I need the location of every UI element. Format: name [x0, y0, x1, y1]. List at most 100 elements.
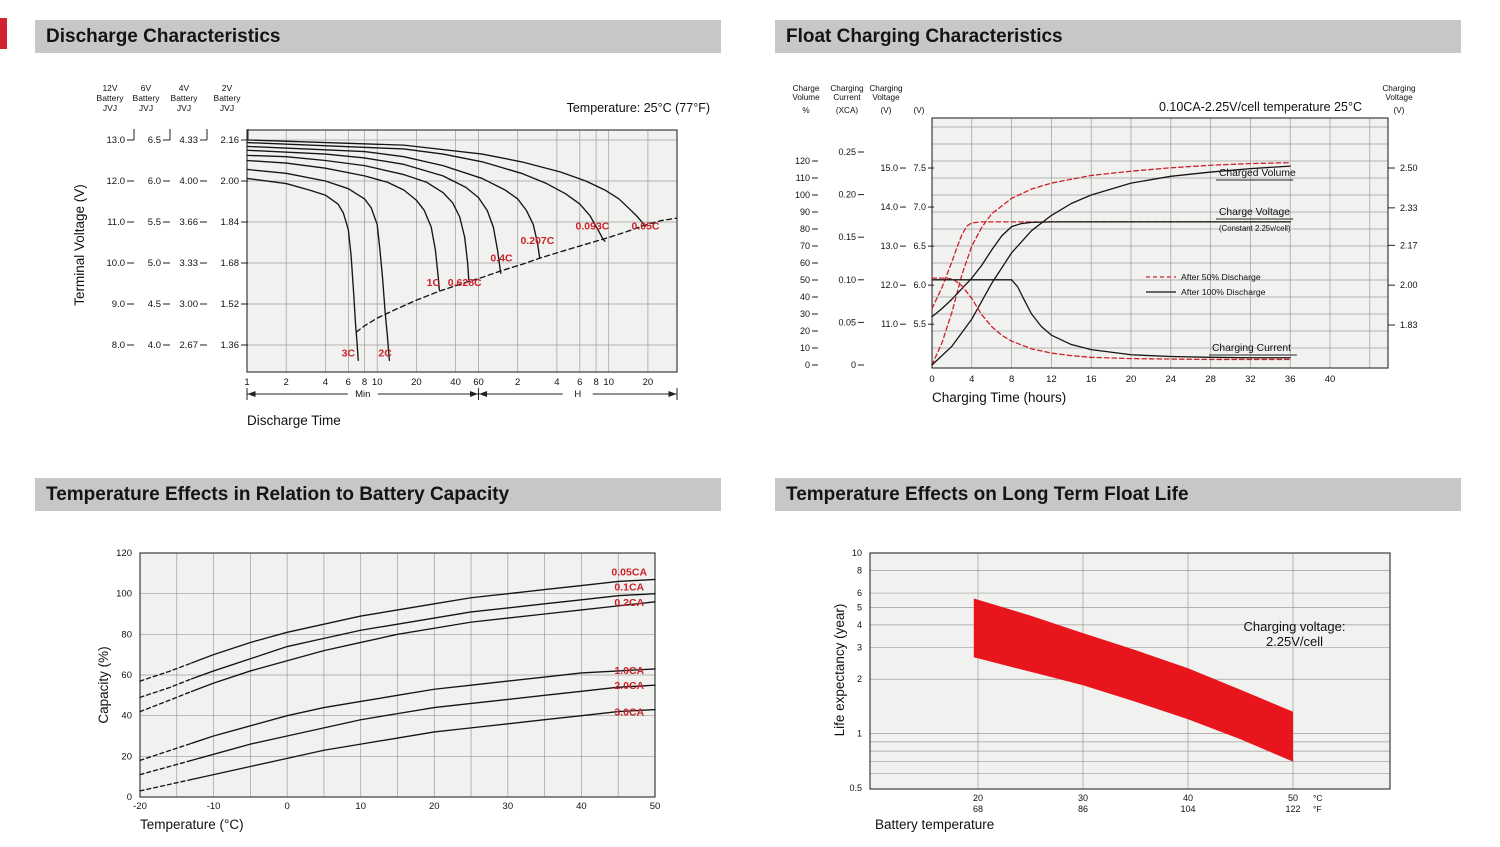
y-axis-title-terminal-voltage: Terminal Voltage (V): [72, 184, 87, 306]
svg-text:6: 6: [346, 377, 351, 388]
svg-text:2.00: 2.00: [221, 176, 240, 187]
svg-text:4: 4: [554, 377, 559, 388]
svg-text:15.0: 15.0: [880, 163, 898, 173]
svg-text:Voltage: Voltage: [1385, 93, 1413, 102]
svg-text:0.628C: 0.628C: [448, 277, 482, 289]
svg-text:50: 50: [1288, 793, 1298, 803]
svg-text:10.0: 10.0: [107, 258, 126, 269]
svg-text:-10: -10: [207, 801, 221, 812]
svg-text:Battery: Battery: [97, 93, 125, 103]
svg-text:(XCA): (XCA): [836, 106, 859, 115]
svg-text:4V: 4V: [179, 83, 190, 93]
svg-text:6.0: 6.0: [148, 176, 161, 187]
svg-text:60: 60: [800, 258, 810, 268]
svg-text:120: 120: [795, 156, 810, 166]
svg-text:100: 100: [795, 190, 810, 200]
svg-text:2.16: 2.16: [221, 135, 240, 146]
svg-text:7.0: 7.0: [913, 202, 926, 212]
svg-text:7.5: 7.5: [913, 163, 926, 173]
svg-text:(V): (V): [881, 106, 892, 115]
svg-text:Voltage: Voltage: [872, 93, 900, 102]
svg-text:32: 32: [1245, 374, 1256, 385]
annotation-charging-voltage-line1: Charging voltage:: [1243, 619, 1346, 634]
svg-text:10: 10: [603, 377, 614, 388]
svg-text:120: 120: [116, 548, 132, 559]
svg-text:70: 70: [800, 241, 810, 251]
svg-text:20: 20: [429, 801, 440, 812]
svg-text:0: 0: [929, 374, 934, 385]
svg-text:30: 30: [1078, 793, 1088, 803]
svg-text:2V: 2V: [222, 83, 233, 93]
svg-text:80: 80: [800, 224, 810, 234]
svg-text:JVJ: JVJ: [220, 103, 234, 113]
svg-text:JVJ: JVJ: [139, 103, 153, 113]
svg-text:24: 24: [1166, 374, 1177, 385]
svg-text:60: 60: [473, 377, 484, 388]
svg-text:Charging: Charging: [869, 84, 903, 93]
svg-text:100: 100: [116, 589, 132, 600]
svg-text:50: 50: [800, 275, 810, 285]
svg-text:0.4C: 0.4C: [490, 253, 513, 265]
section-title-discharge: Discharge Characteristics: [35, 20, 721, 53]
svg-text:1.84: 1.84: [221, 217, 240, 228]
svg-text:6: 6: [857, 588, 862, 598]
svg-text:0: 0: [805, 360, 810, 370]
svg-text:0.05: 0.05: [838, 317, 856, 327]
svg-text:0: 0: [127, 792, 132, 803]
svg-text:20: 20: [800, 326, 810, 336]
svg-text:6: 6: [577, 377, 582, 388]
svg-text:2.0CA: 2.0CA: [614, 680, 644, 692]
x-axis-title-battery-temperature: Battery temperature: [875, 817, 995, 832]
svg-text:0.05CA: 0.05CA: [611, 566, 647, 578]
svg-text:30: 30: [503, 801, 514, 812]
svg-text:%: %: [802, 106, 809, 115]
svg-text:1.52: 1.52: [221, 299, 240, 310]
svg-text:40: 40: [1325, 374, 1336, 385]
svg-text:20: 20: [643, 377, 654, 388]
svg-text:2.50: 2.50: [1400, 163, 1418, 173]
y-axis-title-capacity: Capacity (%): [96, 646, 111, 724]
svg-text:After 50% Discharge: After 50% Discharge: [1181, 272, 1261, 282]
svg-text:5: 5: [857, 602, 862, 612]
svg-text:2.17: 2.17: [1400, 240, 1418, 250]
svg-text:16: 16: [1086, 374, 1097, 385]
svg-text:(V): (V): [914, 106, 925, 115]
svg-text:4.33: 4.33: [180, 135, 199, 146]
svg-text:110: 110: [796, 173, 810, 183]
svg-text:3.0CA: 3.0CA: [614, 707, 644, 719]
svg-text:40: 40: [800, 292, 810, 302]
svg-text:68: 68: [973, 804, 983, 814]
svg-text:12: 12: [1046, 374, 1057, 385]
svg-text:H: H: [574, 389, 581, 400]
svg-text:40: 40: [450, 377, 461, 388]
svg-text:14.0: 14.0: [880, 202, 898, 212]
page-edge-accent: [0, 18, 7, 49]
svg-text:Battery: Battery: [171, 93, 199, 103]
svg-text:30: 30: [800, 309, 810, 319]
svg-text:Charge: Charge: [793, 84, 820, 93]
svg-text:11.0: 11.0: [107, 217, 125, 228]
svg-text:13.0: 13.0: [107, 135, 126, 146]
svg-text:0.2CA: 0.2CA: [614, 597, 644, 609]
annotation-charging-voltage-line2: 2.25V/cell: [1265, 634, 1324, 649]
svg-text:1: 1: [244, 377, 249, 388]
svg-text:1C: 1C: [427, 277, 441, 289]
svg-text:Current: Current: [833, 93, 861, 102]
svg-text:3.33: 3.33: [180, 258, 199, 269]
svg-text:0: 0: [284, 801, 289, 812]
svg-text:40: 40: [576, 801, 587, 812]
svg-text:(V): (V): [1394, 106, 1405, 115]
svg-text:8: 8: [593, 377, 598, 388]
svg-text:3C: 3C: [342, 348, 356, 360]
svg-text:Min: Min: [355, 389, 370, 400]
svg-text:9.0: 9.0: [112, 299, 125, 310]
svg-text:20: 20: [1126, 374, 1137, 385]
svg-text:Charged Volume: Charged Volume: [1219, 168, 1296, 179]
svg-text:1.0CA: 1.0CA: [614, 665, 644, 677]
svg-text:12.0: 12.0: [107, 176, 126, 187]
svg-text:6.5: 6.5: [148, 135, 161, 146]
svg-text:8: 8: [857, 566, 862, 576]
svg-text:10: 10: [800, 343, 810, 353]
svg-text:80: 80: [121, 629, 132, 640]
svg-text:4: 4: [323, 377, 328, 388]
